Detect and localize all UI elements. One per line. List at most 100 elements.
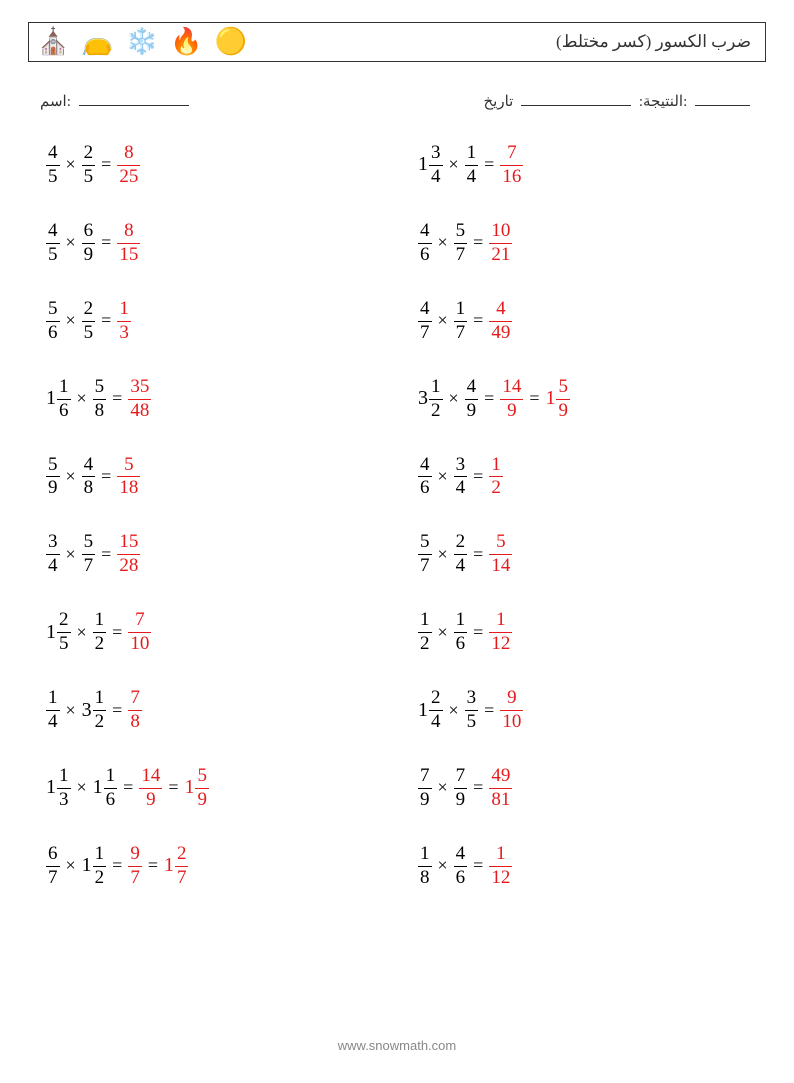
times-operator: × — [438, 232, 448, 253]
times-operator: × — [438, 466, 448, 487]
ornament-icon: 🟡 — [215, 29, 247, 55]
fraction-numerator: 9 — [505, 688, 519, 710]
header-icons: ⛪ 👝 ❄️ 🔥 🟡 — [37, 29, 247, 55]
fraction-numerator: 3 — [429, 143, 443, 165]
score-blank[interactable] — [521, 93, 631, 107]
fraction-numerator: 2 — [57, 610, 71, 632]
fraction-numerator: 5 — [82, 532, 96, 554]
fraction-denominator: 6 — [104, 788, 118, 810]
fraction-denominator: 7 — [128, 866, 142, 888]
fraction-denominator: 7 — [418, 554, 432, 576]
fraction-denominator: 81 — [489, 788, 512, 810]
fraction-denominator: 6 — [418, 243, 432, 265]
fraction-numerator: 1 — [454, 610, 468, 632]
fraction: 16 — [454, 610, 468, 654]
equals-sign: = — [473, 777, 483, 798]
fraction: 57 — [418, 532, 432, 576]
fraction: 57 — [82, 532, 96, 576]
date-blank[interactable] — [695, 93, 750, 107]
fraction-denominator: 6 — [57, 399, 71, 421]
fraction: 35 — [465, 688, 479, 732]
fraction-denominator: 16 — [500, 165, 523, 187]
fraction-denominator: 10 — [128, 632, 151, 654]
fraction: 112 — [489, 610, 512, 654]
equals-sign: = — [101, 154, 111, 175]
times-operator: × — [438, 622, 448, 643]
worksheet-page: ⛪ 👝 ❄️ 🔥 🟡 ضرب الكسور (كسر مختلط) اسم: ا… — [0, 0, 794, 1083]
problem-3: 45×69=815 — [40, 221, 382, 265]
fraction-numerator: 7 — [418, 766, 432, 788]
times-operator: × — [66, 700, 76, 721]
problem-8: 312×49=149=159 — [412, 377, 754, 421]
fraction-numerator: 1 — [494, 844, 508, 866]
fraction: 69 — [82, 221, 96, 265]
name-field: اسم: — [40, 92, 193, 111]
fraction-denominator: 4 — [465, 165, 479, 187]
equals-sign: = — [473, 622, 483, 643]
fraction-numerator: 5 — [46, 299, 60, 321]
fraction: 149 — [500, 377, 523, 421]
fraction: 12 — [429, 377, 443, 421]
fraction-denominator: 7 — [454, 243, 468, 265]
header-box: ⛪ 👝 ❄️ 🔥 🟡 ضرب الكسور (كسر مختلط) — [28, 22, 766, 62]
fraction: 27 — [175, 844, 189, 888]
equals-sign: = — [112, 700, 122, 721]
fraction-denominator: 28 — [117, 554, 140, 576]
equals-sign: = — [112, 622, 122, 643]
fraction-numerator: 5 — [418, 532, 432, 554]
fraction-denominator: 21 — [489, 243, 512, 265]
problem-9: 59×48=518 — [40, 455, 382, 499]
fraction: 59 — [46, 455, 60, 499]
fraction-denominator: 5 — [82, 165, 96, 187]
name-blank[interactable] — [79, 93, 189, 107]
fraction: 25 — [82, 143, 96, 187]
fraction: 34 — [46, 532, 60, 576]
fraction-denominator: 5 — [46, 165, 60, 187]
problem-15: 14×312=78 — [40, 688, 382, 732]
fraction-denominator: 9 — [195, 788, 209, 810]
times-operator: × — [449, 388, 459, 409]
fraction-numerator: 15 — [117, 532, 140, 554]
problem-19: 67×112=97=127 — [40, 844, 382, 888]
fraction: 59 — [556, 377, 570, 421]
fraction-denominator: 3 — [57, 788, 71, 810]
fraction-denominator: 5 — [465, 710, 479, 732]
fraction-whole: 1 — [545, 387, 555, 410]
fraction-denominator: 14 — [489, 554, 512, 576]
fraction: 47 — [418, 299, 432, 343]
fraction: 34 — [429, 143, 443, 187]
fraction-denominator: 4 — [46, 710, 60, 732]
fraction-denominator: 7 — [454, 321, 468, 343]
fraction-denominator: 3 — [117, 321, 131, 343]
fraction-denominator: 2 — [429, 399, 443, 421]
fraction: 16 — [57, 377, 71, 421]
fraction: 716 — [500, 143, 523, 187]
times-operator: × — [66, 855, 76, 876]
times-operator: × — [449, 700, 459, 721]
fraction: 518 — [117, 455, 140, 499]
fraction: 910 — [500, 688, 523, 732]
times-operator: × — [66, 310, 76, 331]
fraction-numerator: 1 — [429, 377, 443, 399]
fraction: 815 — [117, 221, 140, 265]
fraction-denominator: 2 — [93, 632, 107, 654]
equals-sign: = — [101, 544, 111, 565]
fraction-denominator: 5 — [46, 243, 60, 265]
fraction-numerator: 4 — [418, 299, 432, 321]
problem-13: 125×12=710 — [40, 610, 382, 654]
fraction: 17 — [454, 299, 468, 343]
problem-1: 45×25=825 — [40, 143, 382, 187]
equals-sign: = — [112, 388, 122, 409]
fraction: 57 — [454, 221, 468, 265]
fraction-denominator: 4 — [454, 476, 468, 498]
fraction-denominator: 6 — [454, 632, 468, 654]
fraction: 13 — [117, 299, 131, 343]
fraction-numerator: 35 — [128, 377, 151, 399]
fraction-numerator: 1 — [494, 610, 508, 632]
fraction-numerator: 4 — [46, 143, 60, 165]
fraction-denominator: 9 — [82, 243, 96, 265]
fraction-whole: 1 — [46, 621, 56, 644]
equals-sign: = — [101, 466, 111, 487]
equals-sign: = — [473, 310, 483, 331]
fraction-denominator: 2 — [93, 866, 107, 888]
